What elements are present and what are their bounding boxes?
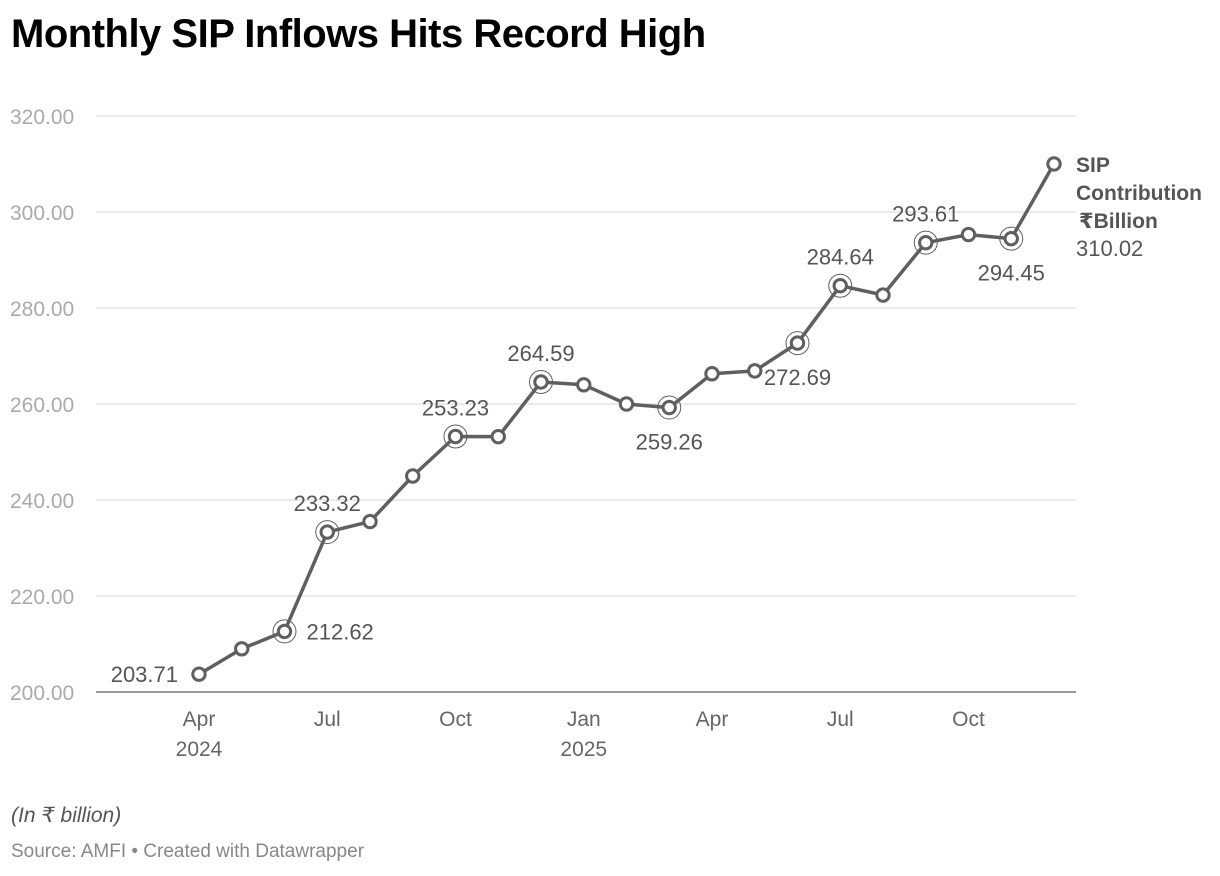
highlight-ring xyxy=(828,273,853,298)
unit-note: (In ₹ billion) xyxy=(11,804,122,827)
data-label: 284.64 xyxy=(807,245,874,270)
data-point xyxy=(704,366,720,382)
data-point xyxy=(490,428,506,445)
x-tick-label: Oct xyxy=(952,708,985,731)
source-credit: Source: AMFI • Created with Datawrapper xyxy=(11,841,365,862)
x-tick-label: Jul xyxy=(314,708,341,731)
highlight-ring xyxy=(272,619,297,644)
data-point xyxy=(576,377,592,393)
y-axis: 200.00 220.00 240.00 260.00 280.00 300.00 320.… xyxy=(10,106,74,705)
data-point xyxy=(832,278,848,294)
y-tick-label: 280.00 xyxy=(10,298,74,321)
data-label: 233.32 xyxy=(294,491,361,516)
data-label: 203.71 xyxy=(111,662,178,687)
series-name-line: ₹Billion xyxy=(1079,210,1158,233)
data-labels: 203.71 212.62 233.32 253.23 264.59 259.26 272.… xyxy=(111,202,1045,688)
data-label: 259.26 xyxy=(636,430,703,455)
data-point xyxy=(661,399,677,416)
data-point xyxy=(447,428,464,445)
data-point xyxy=(618,396,635,412)
y-tick-label: 200.00 xyxy=(10,682,74,705)
data-point xyxy=(918,234,934,251)
x-axis: Apr 2024 Jul Oct Jan 2025 Apr Jul Oct xyxy=(176,708,985,761)
data-label: 253.23 xyxy=(422,395,489,420)
data-point xyxy=(1003,230,1019,247)
highlight-ring xyxy=(529,369,553,394)
x-tick-year-label: 2025 xyxy=(560,738,607,761)
series-end-value: 310.02 xyxy=(1076,236,1143,261)
highlight-ring xyxy=(443,424,468,449)
highlight-ring xyxy=(999,226,1024,251)
highlight-ring xyxy=(315,520,340,545)
highlight-rings xyxy=(272,226,1024,644)
data-point xyxy=(276,623,293,640)
y-tick-label: 240.00 xyxy=(10,490,74,513)
series-label: SIP Contribution ₹Billion 310.02 xyxy=(1076,154,1202,261)
series-name-line: Contribution xyxy=(1076,182,1202,205)
data-point xyxy=(875,287,891,303)
data-label: 294.45 xyxy=(978,261,1045,286)
highlight-ring xyxy=(657,395,682,420)
highlight-ring xyxy=(913,230,938,255)
data-point xyxy=(405,468,421,484)
x-tick-label: Apr xyxy=(183,708,216,731)
grid-lines xyxy=(96,115,1076,693)
x-tick-label: Apr xyxy=(696,708,729,731)
data-points xyxy=(191,156,1062,682)
y-tick-label: 220.00 xyxy=(10,586,74,609)
data-point xyxy=(319,524,335,540)
data-point xyxy=(747,363,763,379)
y-tick-label: 260.00 xyxy=(10,394,74,417)
data-point xyxy=(1046,156,1062,172)
data-point xyxy=(191,666,207,682)
x-tick-label: Jan xyxy=(567,708,601,731)
highlight-ring xyxy=(785,331,810,356)
data-label: 264.59 xyxy=(507,341,574,366)
data-point xyxy=(789,335,806,351)
line-chart: 200.00 220.00 240.00 260.00 280.00 300.00 320.… xyxy=(10,106,1202,761)
x-tick-label: Oct xyxy=(439,708,472,731)
data-label: 272.69 xyxy=(764,365,831,390)
data-label: 212.62 xyxy=(307,619,374,644)
data-point xyxy=(533,374,549,390)
x-tick-label: Jul xyxy=(827,708,854,731)
data-label: 293.61 xyxy=(892,202,959,227)
data-point xyxy=(234,641,250,657)
data-point xyxy=(960,226,977,243)
y-tick-label: 300.00 xyxy=(10,202,74,225)
series-name-line: SIP xyxy=(1076,154,1110,177)
x-tick-year-label: 2024 xyxy=(176,738,223,761)
y-tick-label: 320.00 xyxy=(10,106,74,129)
data-point xyxy=(362,513,378,530)
chart-title: Monthly SIP Inflows Hits Record High xyxy=(11,12,706,56)
